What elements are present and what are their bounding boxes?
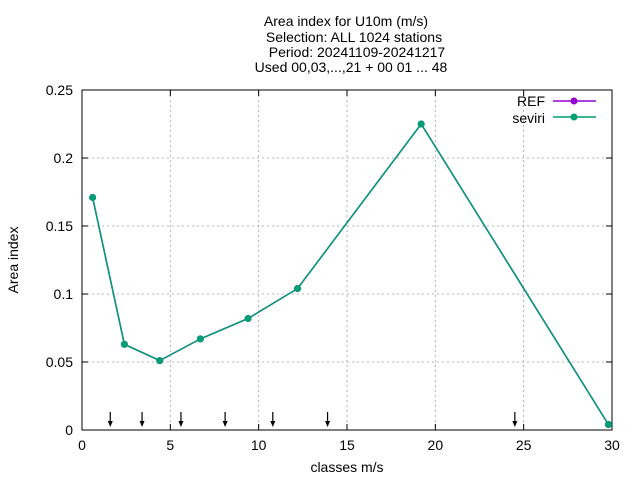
class-boundary-arrow	[139, 412, 145, 427]
title-line-4: Used 00,03,...,21 + 00 01 ... 48	[255, 59, 448, 75]
class-boundary-arrow	[178, 412, 184, 427]
y-tick-label: 0.2	[54, 150, 74, 166]
class-boundary-arrows	[107, 412, 518, 427]
legend-marker-seviri	[570, 113, 578, 121]
x-axis-label: classes m/s	[310, 459, 383, 475]
class-boundary-arrow	[107, 412, 113, 427]
x-tick-label: 25	[516, 437, 532, 453]
series-group	[89, 120, 612, 429]
x-tick-label: 0	[78, 437, 86, 453]
axis-ticks	[81, 89, 613, 431]
y-tick-label: 0	[65, 422, 73, 438]
data-point-seviri	[244, 314, 252, 322]
legend-marker-ref	[570, 97, 578, 105]
data-point-seviri	[604, 421, 612, 429]
x-tick-label: 30	[604, 437, 620, 453]
y-tick-label: 0.1	[54, 286, 74, 302]
series-seviri	[89, 120, 612, 429]
series-ref	[89, 120, 612, 429]
legend-label-seviri: seviri	[512, 110, 545, 126]
data-point-seviri	[294, 285, 302, 293]
series-line-ref	[91, 122, 610, 425]
y-axis-label: Area index	[5, 227, 21, 294]
class-boundary-arrow	[325, 412, 331, 427]
y-tick-labels: 0 0.05 0.1 0.15 0.2 0.25	[46, 82, 73, 438]
data-point-seviri	[89, 193, 97, 201]
title-line-2: Selection: ALL 1024 stations	[266, 29, 442, 45]
y-tick-label: 0.25	[46, 82, 73, 98]
data-point-seviri	[156, 357, 164, 365]
data-point-seviri	[417, 120, 425, 128]
chart-title: Area index for U10m (m/s) Selection: ALL…	[255, 13, 448, 75]
data-point-seviri	[196, 335, 204, 343]
class-boundary-arrow	[512, 412, 518, 427]
x-tick-label: 10	[251, 437, 267, 453]
title-line-1: Area index for U10m (m/s)	[264, 13, 428, 29]
series-line-seviri	[91, 122, 610, 425]
y-tick-label: 0.05	[46, 354, 73, 370]
x-tick-label: 15	[339, 437, 355, 453]
legend-label-ref: REF	[517, 93, 545, 109]
data-point-seviri	[120, 340, 128, 348]
x-tick-label: 5	[166, 437, 174, 453]
x-tick-label: 20	[428, 437, 444, 453]
class-boundary-arrow	[222, 412, 228, 427]
grid	[82, 90, 612, 430]
y-tick-label: 0.15	[46, 218, 73, 234]
x-tick-labels: 0 5 10 15 20 25 30	[78, 437, 620, 453]
legend: REF seviri	[512, 93, 596, 126]
title-line-3: Period: 20241109-20241217	[269, 44, 446, 60]
class-boundary-arrow	[270, 412, 276, 427]
